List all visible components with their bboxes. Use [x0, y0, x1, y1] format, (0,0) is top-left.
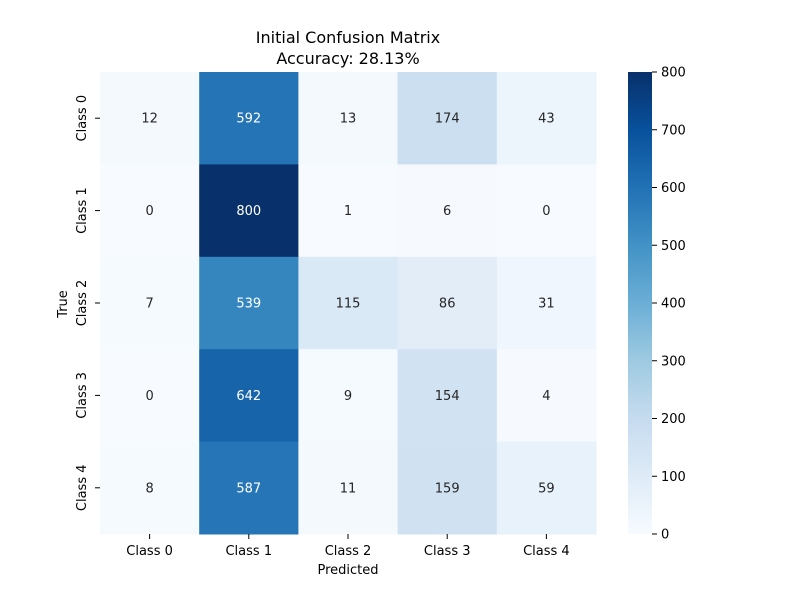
- heatmap-cell: [298, 72, 399, 165]
- y-tick-label: Class 1: [75, 187, 90, 234]
- heatmap-cell: [496, 441, 597, 535]
- heatmap-cell: [298, 349, 399, 443]
- colorbar-ticks: 0 100 200 300 400 500 600 700 800: [652, 66, 686, 543]
- cell-value-label: 159: [435, 481, 460, 496]
- colorbar-tick-label: 500: [661, 239, 686, 254]
- y-tick-label: Class 2: [75, 280, 90, 327]
- x-tick-label: Class 3: [424, 544, 471, 559]
- heatmap-cell: [397, 256, 498, 350]
- cell-value-label: 1: [344, 204, 352, 219]
- colorbar-tick-label: 700: [661, 123, 686, 138]
- x-tick-label: Class 0: [126, 544, 173, 559]
- colorbar-tick-label: 200: [661, 412, 686, 427]
- colorbar-tick-label: 300: [661, 354, 686, 369]
- cell-value-label: 154: [435, 389, 460, 404]
- cell-value-label: 539: [236, 297, 261, 312]
- cell-value-label: 0: [542, 204, 550, 219]
- y-tick-label: Class 3: [75, 372, 90, 419]
- colorbar: [628, 72, 652, 534]
- heatmap-cell: [199, 72, 299, 165]
- y-tick-labels: Class 0 Class 1 Class 2 Class 3 Class 4: [75, 95, 100, 511]
- cell-value-label: 11: [340, 481, 357, 496]
- colorbar-tick-label: 100: [661, 470, 686, 485]
- chart-subtitle: Accuracy: 28.13%: [276, 49, 419, 68]
- cell-value-label: 86: [439, 297, 456, 312]
- heatmap-cell: [298, 256, 399, 350]
- heatmap-cell: [496, 72, 597, 165]
- cell-value-label: 174: [435, 112, 460, 127]
- heatmap-cell: [199, 441, 299, 535]
- x-axis-label: Predicted: [317, 563, 378, 578]
- colorbar-tick-label: 600: [661, 181, 686, 196]
- cell-value-label: 43: [538, 112, 555, 127]
- y-axis-label: True: [56, 290, 71, 319]
- heatmap-cell: [100, 72, 200, 165]
- y-tick-label: Class 4: [75, 464, 90, 511]
- x-tick-label: Class 2: [325, 544, 372, 559]
- cell-value-label: 587: [236, 481, 261, 496]
- heatmap-cell: [496, 256, 597, 350]
- heatmap-cell: [298, 441, 399, 535]
- cell-value-label: 13: [340, 112, 357, 127]
- heatmap-cell: [100, 349, 200, 443]
- heatmap-cell: [496, 164, 597, 258]
- cell-value-label: 59: [538, 481, 555, 496]
- cell-value-label: 0: [145, 389, 153, 404]
- cell-value-label: 12: [141, 112, 158, 127]
- x-tick-labels: Class 0 Class 1 Class 2 Class 3 Class 4: [126, 534, 570, 559]
- colorbar-tick-label: 0: [661, 528, 669, 543]
- x-tick-label: Class 4: [523, 544, 570, 559]
- heatmap-cell: [397, 441, 498, 535]
- cell-value-label: 9: [344, 389, 352, 404]
- cell-value-label: 115: [336, 297, 361, 312]
- cell-value-label: 8: [145, 481, 153, 496]
- cell-value-label: 800: [236, 204, 261, 219]
- heatmap-cell: [397, 72, 498, 165]
- chart-title: Initial Confusion Matrix: [256, 28, 440, 47]
- heatmap-cell: [199, 349, 299, 443]
- cell-value-label: 592: [236, 112, 261, 127]
- cell-value-label: 31: [538, 297, 555, 312]
- cell-value-label: 0: [145, 204, 153, 219]
- heatmap-cell: [397, 164, 498, 258]
- colorbar-tick-label: 800: [661, 66, 686, 81]
- heatmap-cell: [397, 349, 498, 443]
- heatmap-cell: [100, 441, 200, 535]
- cell-value-label: 4: [542, 389, 550, 404]
- colorbar-tick-label: 400: [661, 297, 686, 312]
- heatmap-cell: [199, 164, 299, 258]
- heatmap-cells: 12 592 13 174 43 0 800 1 6 0 7 539 115 86 31 0 642 9 154 4 8…: [100, 72, 597, 535]
- x-tick-label: Class 1: [225, 544, 272, 559]
- cell-value-label: 642: [236, 389, 261, 404]
- heatmap-cell: [100, 164, 200, 258]
- heatmap-cell: [298, 164, 399, 258]
- heatmap-cell: [496, 349, 597, 443]
- heatmap-cell: [100, 256, 200, 350]
- y-tick-label: Class 0: [75, 95, 90, 142]
- heatmap-cell: [199, 256, 299, 350]
- cell-value-label: 6: [443, 204, 451, 219]
- cell-value-label: 7: [145, 297, 153, 312]
